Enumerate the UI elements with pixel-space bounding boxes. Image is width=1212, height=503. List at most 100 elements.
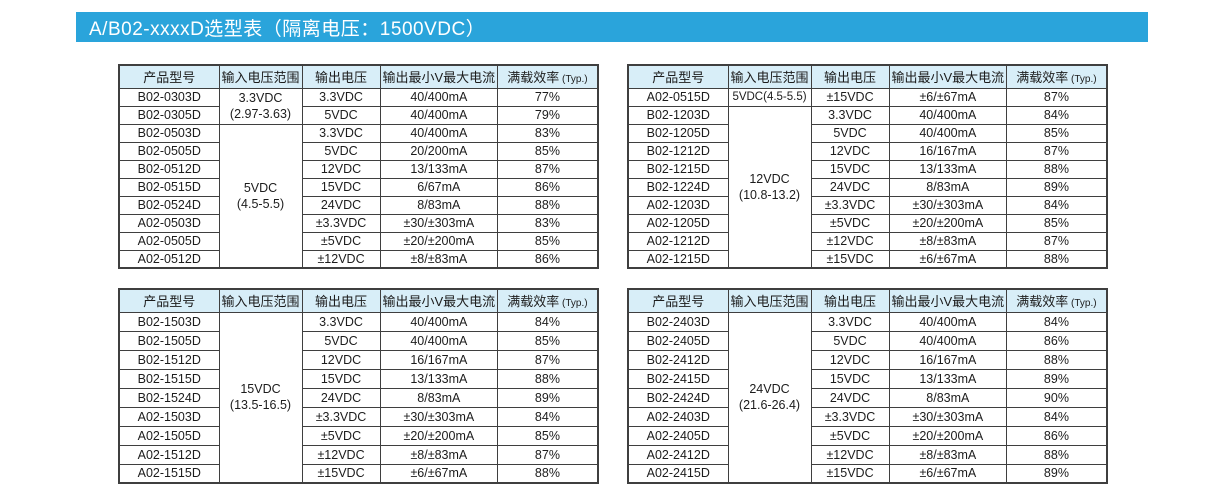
efficiency-cell: 88%: [497, 463, 599, 484]
output-current-cell: 40/400mA: [379, 123, 499, 143]
output-current-cell: 8/83mA: [379, 387, 499, 408]
selection-table: 产品型号 输入电压范围 输出电压 输出最小V最大电流 满载效率 (Typ.) A02-05…: [627, 64, 1108, 269]
selection-table-top-right: 产品型号 输入电压范围 输出电压 输出最小V最大电流 满载效率 (Typ.) A02-05…: [627, 64, 1108, 269]
output-voltage-cell: 12VDC: [301, 159, 381, 179]
selection-table-bottom-left: 产品型号 输入电压范围 输出电压 输出最小V最大电流 满载效率 (Typ.) B02-15…: [118, 288, 599, 484]
product-model-cell: B02-1512D: [118, 349, 220, 370]
output-current-cell: ±6/±67mA: [888, 249, 1008, 269]
efficiency-cell: 85%: [1006, 123, 1108, 143]
product-model-cell: B02-2415D: [627, 368, 729, 389]
selection-table: 产品型号 输入电压范围 输出电压 输出最小V最大电流 满载效率 (Typ.) B02-15…: [118, 288, 599, 484]
column-header: 输出电压: [301, 64, 381, 89]
output-current-cell: ±30/±303mA: [379, 213, 499, 233]
output-current-cell: 16/167mA: [888, 349, 1008, 370]
output-voltage-cell: 5VDC: [810, 123, 890, 143]
output-current-cell: ±8/±83mA: [379, 249, 499, 269]
output-voltage-cell: 24VDC: [810, 387, 890, 408]
efficiency-cell: 84%: [1006, 406, 1108, 427]
table-row: B02-1212D 12VDC 16/167mA 87%: [627, 141, 1108, 161]
table-row: A02-2412D ±12VDC ±8/±83mA 88%: [627, 444, 1108, 465]
table-row: A02-2403D ±3.3VDC ±30/±303mA 84%: [627, 406, 1108, 427]
column-header-suffix: (Typ.): [559, 298, 588, 310]
product-model-cell: B02-1503D: [118, 311, 220, 332]
output-current-cell: 6/67mA: [379, 177, 499, 197]
output-voltage-cell: 5VDC: [301, 330, 381, 351]
table-row: B02-0305D 5VDC 40/400mA 79%: [118, 105, 599, 125]
output-current-cell: ±8/±83mA: [888, 444, 1008, 465]
output-current-cell: ±6/±67mA: [888, 87, 1008, 107]
table-row: A02-1212D ±12VDC ±8/±83mA 87%: [627, 231, 1108, 251]
column-header-label: 输出最小V最大电流: [891, 294, 1005, 310]
table-row: A02-1203D ±3.3VDC ±30/±303mA 84%: [627, 195, 1108, 215]
output-current-cell: ±30/±303mA: [888, 195, 1008, 215]
product-model-cell: B02-0503D: [118, 123, 220, 143]
efficiency-cell: 85%: [497, 425, 599, 446]
page-title: A/B02-xxxxD选型表（隔离电压：1500VDC）: [89, 18, 486, 40]
input-voltage-range-line: (2.97-3.63): [229, 107, 292, 121]
table-row: A02-1515D ±15VDC ±6/±67mA 88%: [118, 463, 599, 484]
page-title-banner: A/B02-xxxxD选型表（隔离电压：1500VDC）: [76, 12, 1148, 42]
table-row: A02-1503D ±3.3VDC ±30/±303mA 84%: [118, 406, 599, 427]
input-voltage-range-cell: 12VDC (10.8-13.2): [727, 105, 812, 269]
efficiency-cell: 77%: [497, 87, 599, 107]
column-header-label: 满载效率: [507, 294, 560, 310]
output-voltage-cell: 15VDC: [810, 368, 890, 389]
output-voltage-cell: ±12VDC: [301, 444, 381, 465]
product-model-cell: A02-2412D: [627, 444, 729, 465]
product-model-cell: A02-2403D: [627, 406, 729, 427]
output-voltage-cell: 5VDC: [810, 330, 890, 351]
efficiency-cell: 89%: [1006, 463, 1108, 484]
table-row: B02-0505D 5VDC 20/200mA 85%: [118, 141, 599, 161]
product-model-cell: B02-1215D: [627, 159, 729, 179]
column-header-label: 产品型号: [652, 294, 705, 310]
table-row: B02-0512D 12VDC 13/133mA 87%: [118, 159, 599, 179]
column-header: 满载效率 (Typ.): [1006, 64, 1108, 89]
output-current-cell: 16/167mA: [888, 141, 1008, 161]
column-header-suffix: (Typ.): [559, 74, 588, 86]
column-header-label: 输出最小V最大电流: [382, 70, 496, 86]
product-model-cell: B02-0512D: [118, 159, 220, 179]
input-voltage-range-cell: 5VDC(4.5-5.5): [727, 87, 812, 107]
efficiency-cell: 86%: [497, 249, 599, 269]
table-row: B02-1512D 12VDC 16/167mA 87%: [118, 349, 599, 370]
input-voltage-range-cell: 24VDC (21.6-26.4): [727, 311, 812, 484]
column-header-suffix: (Typ.): [1068, 298, 1097, 310]
table-row: B02-2403D 24VDC (21.6-26.4) 3.3VDC 40/400mA 8…: [627, 311, 1108, 484]
column-header: 输入电压范围: [218, 288, 303, 313]
product-model-cell: B02-1212D: [627, 141, 729, 161]
product-model-cell: B02-2403D: [627, 311, 729, 332]
efficiency-cell: 87%: [497, 349, 599, 370]
input-voltage-range-line: (13.5-16.5): [229, 398, 292, 413]
table-row: B02-2405D 5VDC 40/400mA 86%: [627, 330, 1108, 351]
efficiency-cell: 87%: [497, 444, 599, 465]
table-row: A02-1512D ±12VDC ±8/±83mA 87%: [118, 444, 599, 465]
table-row: B02-0303D 3.3VDC (2.97-3.63) 3.3VDC 40/400mA…: [118, 87, 599, 125]
output-current-cell: ±30/±303mA: [888, 406, 1008, 427]
column-header-label: 输出电压: [315, 294, 368, 310]
column-header-label: 产品型号: [143, 70, 196, 86]
output-voltage-cell: ±5VDC: [301, 425, 381, 446]
column-header: 输入电压范围: [727, 288, 812, 313]
table-row: B02-1205D 5VDC 40/400mA 85%: [627, 123, 1108, 143]
output-voltage-cell: ±5VDC: [301, 231, 381, 251]
column-header: 输出最小V最大电流: [379, 288, 499, 313]
column-header-label: 满载效率: [507, 70, 560, 86]
output-voltage-cell: ±15VDC: [301, 463, 381, 484]
product-model-cell: A02-1203D: [627, 195, 729, 215]
output-voltage-cell: 15VDC: [810, 159, 890, 179]
efficiency-cell: 87%: [1006, 231, 1108, 251]
column-header: 输出最小V最大电流: [888, 288, 1008, 313]
output-current-cell: ±20/±200mA: [888, 425, 1008, 446]
column-header-label: 输入电压范围: [730, 294, 809, 310]
efficiency-cell: 85%: [1006, 213, 1108, 233]
output-current-cell: 16/167mA: [379, 349, 499, 370]
output-current-cell: ±30/±303mA: [379, 406, 499, 427]
efficiency-cell: 85%: [497, 231, 599, 251]
output-current-cell: 40/400mA: [379, 330, 499, 351]
input-voltage-range-line: 15VDC: [240, 382, 281, 396]
table-row: A02-0512D ±12VDC ±8/±83mA 86%: [118, 249, 599, 269]
table-row: B02-1224D 24VDC 8/83mA 89%: [627, 177, 1108, 197]
column-header-label: 输出电压: [824, 294, 877, 310]
input-voltage-range-line: 3.3VDC: [238, 90, 283, 105]
product-model-cell: B02-1505D: [118, 330, 220, 351]
